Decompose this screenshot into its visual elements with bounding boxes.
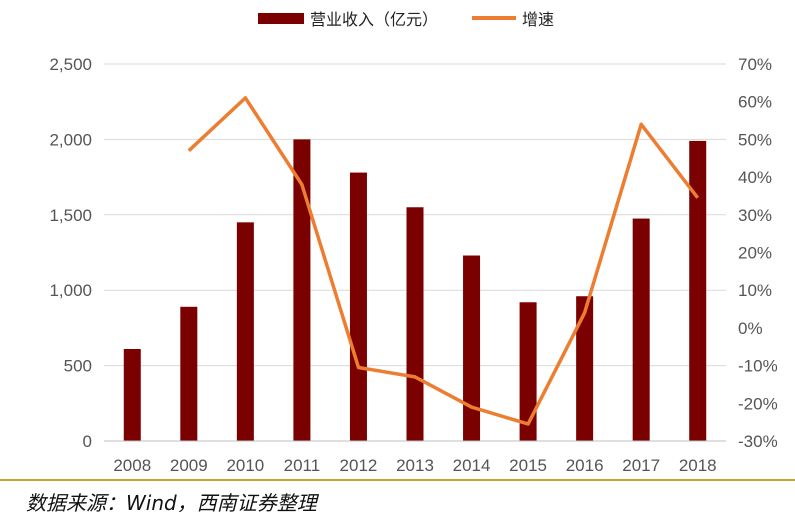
legend-label-revenue: 营业收入（亿元） [310, 10, 439, 29]
y-right-tick-label: -10% [738, 357, 778, 376]
revenue-bar [689, 140, 707, 441]
legend-item-growth: 增速 [472, 6, 554, 30]
y-left-tick-label: 1,500 [49, 206, 92, 225]
revenue-bar [406, 207, 424, 441]
y-left-tick-label: 2,500 [49, 55, 92, 74]
revenue-bar [236, 222, 254, 441]
y-right-tick-label: 70% [738, 55, 772, 74]
x-tick-label: 2013 [396, 456, 434, 475]
x-tick-label: 2012 [340, 456, 378, 475]
x-tick-label: 2014 [453, 456, 491, 475]
revenue-bar [519, 302, 537, 441]
legend-label-growth: 增速 [522, 10, 555, 29]
x-tick-label: 2010 [226, 456, 264, 475]
y-left-tick-label: 2,000 [49, 130, 92, 149]
revenue-bar [463, 255, 481, 441]
y-right-tick-label: -30% [738, 432, 778, 451]
x-tick-label: 2008 [113, 456, 151, 475]
y-left-tick-label: 500 [64, 357, 92, 376]
revenue-bar [293, 139, 311, 441]
source-divider [0, 479, 795, 481]
revenue-bar [180, 306, 198, 441]
revenue-bar [576, 296, 594, 441]
legend: 营业收入（亿元） 增速 [258, 6, 588, 30]
x-tick-label: 2011 [284, 456, 321, 475]
chart-plot: 0 500 1,000 1,500 2,000 2,500 -30% -20% -10% 0% 10… [49, 55, 778, 475]
y-left-tick-label: 1,000 [49, 281, 92, 300]
x-tick-label: 2018 [679, 456, 717, 475]
source-note: 数据来源：Wind，西南证券整理 [26, 491, 317, 515]
y-right-tick-label: -20% [738, 394, 778, 413]
x-tick-label: 2009 [170, 456, 208, 475]
x-tick-label: 2017 [622, 456, 660, 475]
revenue-bar [632, 218, 650, 441]
x-tick-label: 2015 [509, 456, 547, 475]
x-tick-label: 2016 [566, 456, 604, 475]
revenue-bar [349, 172, 367, 442]
legend-swatch-revenue [258, 12, 304, 24]
y-right-tick-label: 10% [738, 281, 772, 300]
y-right-tick-label: 30% [738, 206, 772, 225]
y-right-tick-label: 40% [738, 168, 772, 187]
y-right-tick-label: 60% [738, 93, 772, 112]
revenue-bar [123, 349, 141, 441]
y-right-tick-label: 50% [738, 130, 772, 149]
y-left-tick-label: 0 [83, 432, 92, 451]
y-right-tick-label: 0% [738, 319, 763, 338]
growth-line [187, 96, 700, 426]
legend-swatch-growth [472, 16, 517, 20]
y-right-tick-label: 20% [738, 244, 772, 263]
legend-item-revenue: 营业收入（亿元） [258, 6, 438, 30]
